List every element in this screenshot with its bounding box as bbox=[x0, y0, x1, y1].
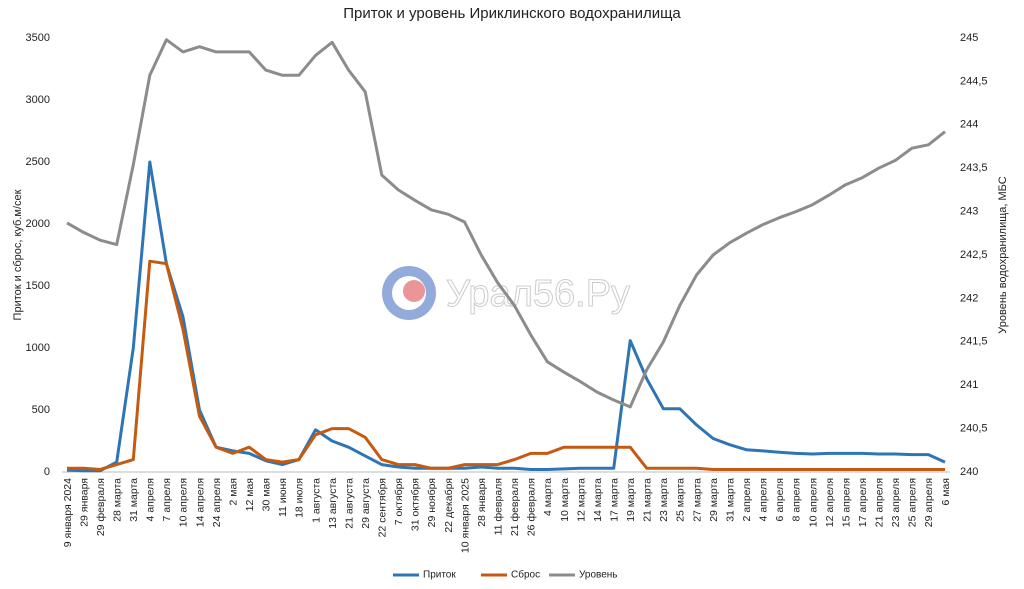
x-tick-label: 15 апреля bbox=[840, 478, 852, 527]
x-tick-label: 10 апреля bbox=[807, 478, 819, 527]
y-tick-label: 3000 bbox=[26, 94, 50, 106]
x-tick-label: 17 апреля bbox=[857, 478, 869, 527]
x-tick-label: 29 февраля bbox=[95, 478, 107, 536]
x-tick-label: 27 марта bbox=[691, 478, 703, 522]
y-tick-label: 1000 bbox=[26, 342, 50, 354]
y2-tick-label: 242 bbox=[960, 292, 978, 304]
y2-tick-label: 241 bbox=[960, 379, 978, 391]
x-tick-label: 18 июля bbox=[294, 478, 306, 518]
legend-label: Сброс bbox=[511, 569, 540, 581]
y-tick-label: 0 bbox=[44, 466, 50, 478]
x-tick-label: 23 апреля bbox=[890, 478, 902, 527]
x-tick-label: 6 мая bbox=[940, 478, 952, 506]
x-tick-label: 28 января bbox=[476, 478, 488, 527]
y-tick-label: 1500 bbox=[26, 280, 50, 292]
x-tick-label: 29 марта bbox=[708, 478, 720, 522]
x-tick-label: 2 апреля bbox=[741, 478, 753, 521]
x-tick-label: 21 августа bbox=[343, 478, 355, 529]
y2-tick-label: 244 bbox=[960, 119, 978, 131]
watermark: Урал56.Ру bbox=[382, 266, 631, 320]
y2-tick-label: 245 bbox=[960, 32, 978, 44]
x-tick-label: 29 апреля bbox=[923, 478, 935, 527]
legend-label: Уровень bbox=[579, 570, 618, 581]
x-tick-label: 4 апреля bbox=[145, 478, 157, 521]
x-tick-label: 26 февраля bbox=[526, 478, 538, 536]
y2-tick-label: 241,5 bbox=[960, 336, 988, 348]
x-tick-label: 31 марта bbox=[128, 478, 140, 522]
x-tick-label: 8 апреля bbox=[791, 478, 803, 521]
x-tick-label: 14 апреля bbox=[194, 478, 206, 527]
x-tick-label: 10 января 2025 bbox=[459, 478, 471, 553]
series-line bbox=[66, 38, 946, 409]
x-tick-label: 28 марта bbox=[111, 478, 123, 522]
x-tick-label: 11 июня bbox=[277, 478, 289, 517]
x-tick-label: 12 мая bbox=[244, 478, 256, 511]
x-tick-label: 22 декабря bbox=[443, 478, 455, 533]
x-tick-label: 29 ноября bbox=[426, 478, 438, 527]
x-tick-label: 21 марта bbox=[642, 478, 654, 522]
x-tick-label: 24 апреля bbox=[211, 478, 223, 527]
x-tick-label: 14 марта bbox=[592, 478, 604, 522]
x-tick-label: 1 августа bbox=[310, 478, 322, 523]
x-tick-label: 25 марта bbox=[675, 478, 687, 522]
x-tick-label: 31 марта bbox=[724, 478, 736, 522]
y2-axis-label: Уровень водохранилища, МБС bbox=[997, 176, 1009, 333]
x-tick-label: 12 марта bbox=[575, 478, 587, 522]
y-tick-label: 3500 bbox=[26, 32, 50, 44]
x-tick-label: 30 мая bbox=[261, 478, 273, 511]
chart-title: Приток и уровень Ириклинского водохранил… bbox=[343, 5, 681, 22]
x-tick-label: 31 октября bbox=[410, 478, 422, 531]
y-tick-label: 500 bbox=[32, 404, 50, 416]
x-tick-label: 10 апреля bbox=[178, 478, 190, 527]
x-tick-label: 13 августа bbox=[327, 478, 339, 529]
watermark-text: Урал56.Ру bbox=[446, 273, 630, 315]
legend-label: Приток bbox=[423, 570, 456, 581]
series-line bbox=[67, 259, 945, 471]
x-tick-label: 4 апреля bbox=[758, 478, 770, 521]
x-tick-label: 21 апреля bbox=[874, 478, 886, 527]
x-tick-label: 22 сентября bbox=[377, 478, 389, 537]
x-tick-label: 4 марта bbox=[542, 478, 554, 516]
watermark-dot bbox=[403, 280, 425, 302]
x-tick-label: 2 мая bbox=[227, 478, 239, 506]
x-tick-label: 9 января 2024 bbox=[62, 478, 74, 547]
x-tick-label: 29 января bbox=[78, 478, 90, 527]
y-tick-label: 2000 bbox=[26, 218, 50, 230]
x-tick-label: 29 августа bbox=[360, 478, 372, 529]
y2-tick-label: 242,5 bbox=[960, 249, 988, 261]
y2-tick-label: 240,5 bbox=[960, 423, 988, 435]
x-tick-label: 10 марта bbox=[559, 478, 571, 522]
x-tick-label: 6 апреля bbox=[774, 478, 786, 521]
x-tick-label: 19 марта bbox=[625, 478, 637, 522]
y2-tick-label: 244,5 bbox=[960, 75, 988, 87]
y-tick-label: 2500 bbox=[26, 156, 50, 168]
y2-tick-label: 243,5 bbox=[960, 162, 988, 174]
x-tick-label: 7 октября bbox=[393, 478, 405, 525]
x-tick-label: 23 марта bbox=[658, 478, 670, 522]
y-axis-label: Приток и сброс, куб.м/сек bbox=[12, 189, 24, 320]
x-tick-label: 21 февраля bbox=[509, 478, 521, 536]
x-tick-label: 11 февраля bbox=[492, 478, 504, 535]
y2-tick-label: 240 bbox=[960, 466, 978, 478]
x-tick-label: 25 апреля bbox=[907, 478, 919, 527]
x-tick-label: 17 марта bbox=[608, 478, 620, 522]
x-tick-label: 12 апреля bbox=[824, 478, 836, 527]
y2-tick-label: 243 bbox=[960, 206, 978, 218]
x-tick-label: 7 апреля bbox=[161, 478, 173, 521]
